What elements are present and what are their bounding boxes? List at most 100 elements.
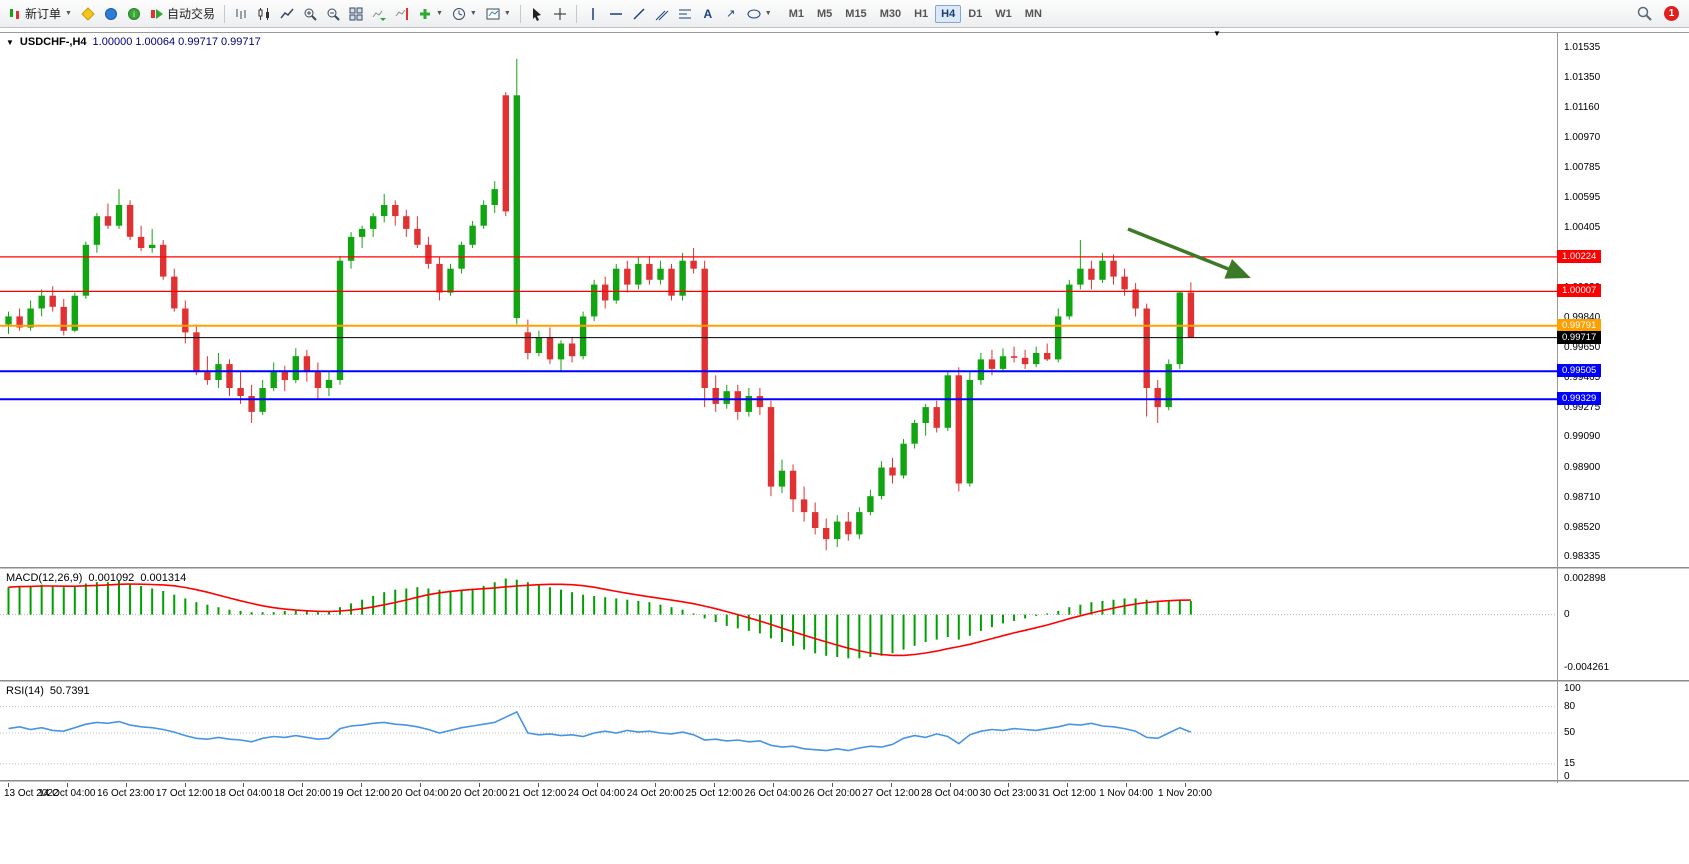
price-shift-marker[interactable]: ▼ (1213, 29, 1221, 38)
templates-button[interactable]: ▼ (482, 3, 515, 25)
candle-body (613, 268, 620, 301)
candle-body (823, 528, 830, 540)
candle-body (126, 205, 134, 237)
time-axis-tick (66, 783, 68, 787)
panel-separator[interactable] (0, 567, 1689, 569)
candle-body (1010, 356, 1018, 358)
zoom-out-icon (326, 7, 340, 21)
candle-body (182, 308, 189, 333)
chart-shift-icon (395, 7, 409, 21)
timeframe-button-h1[interactable]: H1 (908, 5, 934, 23)
candle-body (60, 306, 67, 331)
candle-body (668, 268, 675, 296)
indicators-button[interactable]: ▼ (414, 3, 447, 25)
new-order-button[interactable]: 新订单 ▼ (4, 3, 76, 25)
candle-body (1165, 364, 1172, 408)
candle-body (403, 216, 410, 229)
crosshair-button[interactable] (549, 3, 571, 25)
periods-button[interactable]: ▼ (448, 3, 481, 25)
auto-scroll-button[interactable] (368, 3, 390, 25)
cursor-button[interactable] (526, 3, 548, 25)
axis-separator-line (1557, 32, 1558, 783)
timeframe-button-d1[interactable]: D1 (962, 5, 988, 23)
panel-separator[interactable] (0, 680, 1689, 682)
chart-shift-button[interactable] (391, 3, 413, 25)
auto-trading-icon (150, 7, 164, 21)
rsi-scale-label: 50 (1564, 727, 1576, 738)
candle-chart-button[interactable] (253, 3, 275, 25)
toolbar-separator (223, 4, 225, 23)
zoom-in-button[interactable] (299, 3, 321, 25)
time-axis[interactable]: 13 Oct 2022 14 Oct 04:00 16 Oct 23:00 17 Oc… (0, 783, 1557, 803)
candle-body (977, 359, 985, 381)
line-chart-button[interactable] (276, 3, 298, 25)
candle-body (1021, 357, 1029, 365)
chart-title: USDCHF-,H4 (19, 36, 87, 48)
arrows-tool-button[interactable]: ↗ (720, 3, 742, 25)
candle-body (756, 396, 764, 408)
horizontal-line-button[interactable] (605, 3, 627, 25)
timeframe-button-m30[interactable]: M30 (874, 5, 907, 23)
macd-panel[interactable] (0, 570, 1557, 680)
time-axis-tick (243, 783, 245, 787)
price-axis[interactable]: 1.01535 1.01350 1.01160 1.00970 1.00785 1.005… (1557, 28, 1689, 840)
search-button[interactable] (1633, 3, 1656, 25)
zoom-out-button[interactable] (322, 3, 344, 25)
candle-body (1044, 353, 1051, 360)
chevron-down-icon: ▼ (764, 10, 772, 17)
channel-button[interactable] (651, 3, 673, 25)
price-chart[interactable] (0, 33, 1557, 567)
timeframe-button-mn[interactable]: MN (1019, 5, 1048, 23)
candle-body (93, 216, 101, 245)
chart-header: ▼ USDCHF-,H4 1.00000 1.00064 0.99717 0.9… (6, 36, 261, 48)
price-axis-label: 1.01350 (1564, 71, 1601, 83)
signals-button[interactable]: i (123, 3, 145, 25)
candle-body (955, 375, 962, 484)
trendline-button[interactable] (628, 3, 650, 25)
price-axis-label: 1.01535 (1564, 42, 1601, 54)
timeframe-button-m15[interactable]: M15 (839, 5, 872, 23)
trend-arrow-annotation[interactable] (1127, 227, 1251, 279)
candle-body (1132, 289, 1139, 309)
timeframe-button-m5[interactable]: M5 (811, 5, 838, 23)
auto-trading-button[interactable]: 自动交易 (146, 3, 219, 25)
shapes-button[interactable]: ▼ (743, 3, 776, 25)
rsi-panel[interactable] (0, 683, 1557, 780)
candle-body (104, 216, 112, 226)
time-axis-tick (478, 783, 480, 787)
candle-body (491, 189, 498, 205)
macd-label: MACD(12,26,9) 0.001092 0.001314 (6, 572, 186, 584)
tile-windows-button[interactable] (345, 3, 367, 25)
text-button[interactable]: A (697, 3, 719, 25)
time-axis-tick (655, 783, 657, 787)
candle-body (370, 216, 377, 229)
metaeditor-button[interactable] (77, 3, 99, 25)
time-axis-label: 18 Oct 20:00 (273, 788, 331, 799)
price-tag: 0.99791 (1557, 318, 1602, 332)
vertical-line-button[interactable] (582, 3, 604, 25)
candle-body (71, 295, 78, 331)
timeframe-button-m1[interactable]: M1 (783, 5, 810, 23)
notification-badge[interactable]: 1 (1664, 6, 1679, 21)
candle-body (834, 521, 841, 540)
candle-body (690, 260, 697, 269)
timeframe-button-h4[interactable]: H4 (935, 4, 962, 23)
auto-trading-label: 自动交易 (166, 7, 215, 21)
panel-separator[interactable] (0, 780, 1689, 782)
time-axis-tick (1008, 783, 1010, 787)
market-watch-button[interactable] (100, 3, 122, 25)
price-axis-label: 0.99650 (1564, 342, 1601, 354)
time-axis-label: 30 Oct 23:00 (979, 788, 1038, 799)
candle-body (392, 205, 399, 217)
bar-chart-button[interactable] (230, 3, 252, 25)
candle-body (988, 359, 996, 369)
time-axis-tick (8, 783, 9, 787)
time-axis-label: 31 Oct 12:00 (1038, 788, 1096, 799)
chart-collapse-icon[interactable]: ▼ (6, 37, 14, 47)
fibonacci-button[interactable] (674, 3, 696, 25)
timeframe-button-w1[interactable]: W1 (989, 5, 1018, 23)
signals-icon: i (127, 7, 141, 21)
macd-name: MACD(12,26,9) (6, 572, 83, 584)
macd-scale-label: 0 (1564, 608, 1570, 620)
candle-body (1187, 292, 1195, 338)
